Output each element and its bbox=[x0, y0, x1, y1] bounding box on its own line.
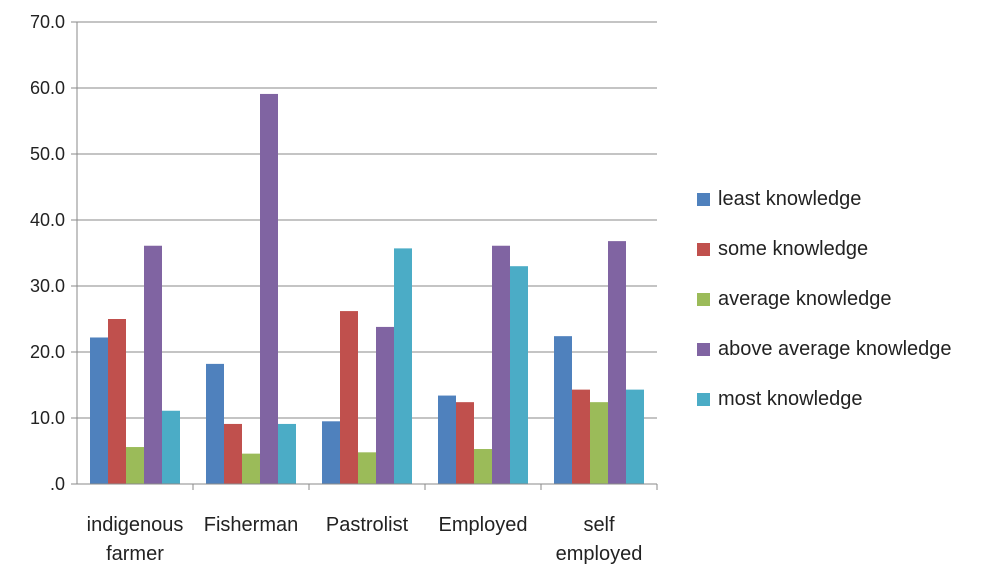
bar-above-average-knowledge-1 bbox=[260, 93, 278, 484]
legend-swatch bbox=[697, 293, 710, 306]
bar-some-knowledge-3 bbox=[456, 402, 474, 484]
y-tick-label: 30.0 bbox=[30, 276, 65, 296]
legend-label: least knowledge bbox=[718, 188, 861, 210]
gridlines bbox=[77, 21, 657, 419]
bar-some-knowledge-1 bbox=[224, 423, 242, 484]
bar-least-knowledge-3 bbox=[438, 395, 456, 484]
bar-above-average-knowledge-0 bbox=[144, 245, 162, 484]
bars bbox=[90, 93, 644, 484]
bar-least-knowledge-0 bbox=[90, 337, 108, 484]
y-tick-label: 50.0 bbox=[30, 144, 65, 164]
x-category-label: Pastrolist bbox=[326, 514, 409, 536]
bar-most-knowledge-4 bbox=[626, 389, 644, 484]
y-tick-label: .0 bbox=[50, 474, 65, 494]
bar-least-knowledge-2 bbox=[322, 421, 340, 484]
axes bbox=[71, 21, 658, 490]
bar-above-average-knowledge-3 bbox=[492, 245, 510, 484]
x-category-label: indigenous bbox=[87, 514, 184, 536]
bar-most-knowledge-0 bbox=[162, 410, 180, 484]
bar-least-knowledge-4 bbox=[554, 336, 572, 484]
bar-average-knowledge-3 bbox=[474, 449, 492, 484]
legend-swatch bbox=[697, 193, 710, 206]
x-category-label: farmer bbox=[106, 543, 164, 565]
x-category-label: employed bbox=[556, 543, 643, 565]
bar-most-knowledge-2 bbox=[394, 248, 412, 484]
bar-some-knowledge-4 bbox=[572, 389, 590, 484]
y-tick-label: 20.0 bbox=[30, 342, 65, 362]
bar-above-average-knowledge-2 bbox=[376, 326, 394, 484]
bar-least-knowledge-1 bbox=[206, 363, 224, 484]
x-category-label: Fisherman bbox=[204, 514, 298, 536]
bar-most-knowledge-1 bbox=[278, 423, 296, 484]
bar-some-knowledge-2 bbox=[340, 311, 358, 484]
y-tick-label: 70.0 bbox=[30, 12, 65, 32]
bar-average-knowledge-1 bbox=[242, 453, 260, 484]
bar-average-knowledge-2 bbox=[358, 452, 376, 484]
bar-some-knowledge-0 bbox=[108, 319, 126, 484]
legend-label: most knowledge bbox=[718, 388, 863, 410]
legend-swatch bbox=[697, 343, 710, 356]
x-axis-category-labels: indigenous farmer Fisherman Pastrolist Emplo… bbox=[87, 514, 643, 565]
legend-label: above average knowledge bbox=[718, 338, 952, 360]
y-tick-label: 60.0 bbox=[30, 78, 65, 98]
x-category-label: Employed bbox=[439, 514, 528, 536]
legend-label: some knowledge bbox=[718, 238, 868, 260]
y-tick-label: 10.0 bbox=[30, 408, 65, 428]
x-category-label: self bbox=[583, 514, 615, 536]
bar-average-knowledge-0 bbox=[126, 447, 144, 484]
bar-above-average-knowledge-4 bbox=[608, 241, 626, 484]
y-axis-tick-labels: .0 10.0 20.0 30.0 40.0 50.0 60.0 70.0 bbox=[30, 12, 65, 494]
legend-swatch bbox=[697, 243, 710, 256]
legend-label: average knowledge bbox=[718, 288, 891, 310]
legend-swatch bbox=[697, 393, 710, 406]
bar-average-knowledge-4 bbox=[590, 402, 608, 484]
bar-most-knowledge-3 bbox=[510, 266, 528, 484]
legend: least knowledge some knowledge average kno… bbox=[697, 188, 952, 410]
y-tick-label: 40.0 bbox=[30, 210, 65, 230]
